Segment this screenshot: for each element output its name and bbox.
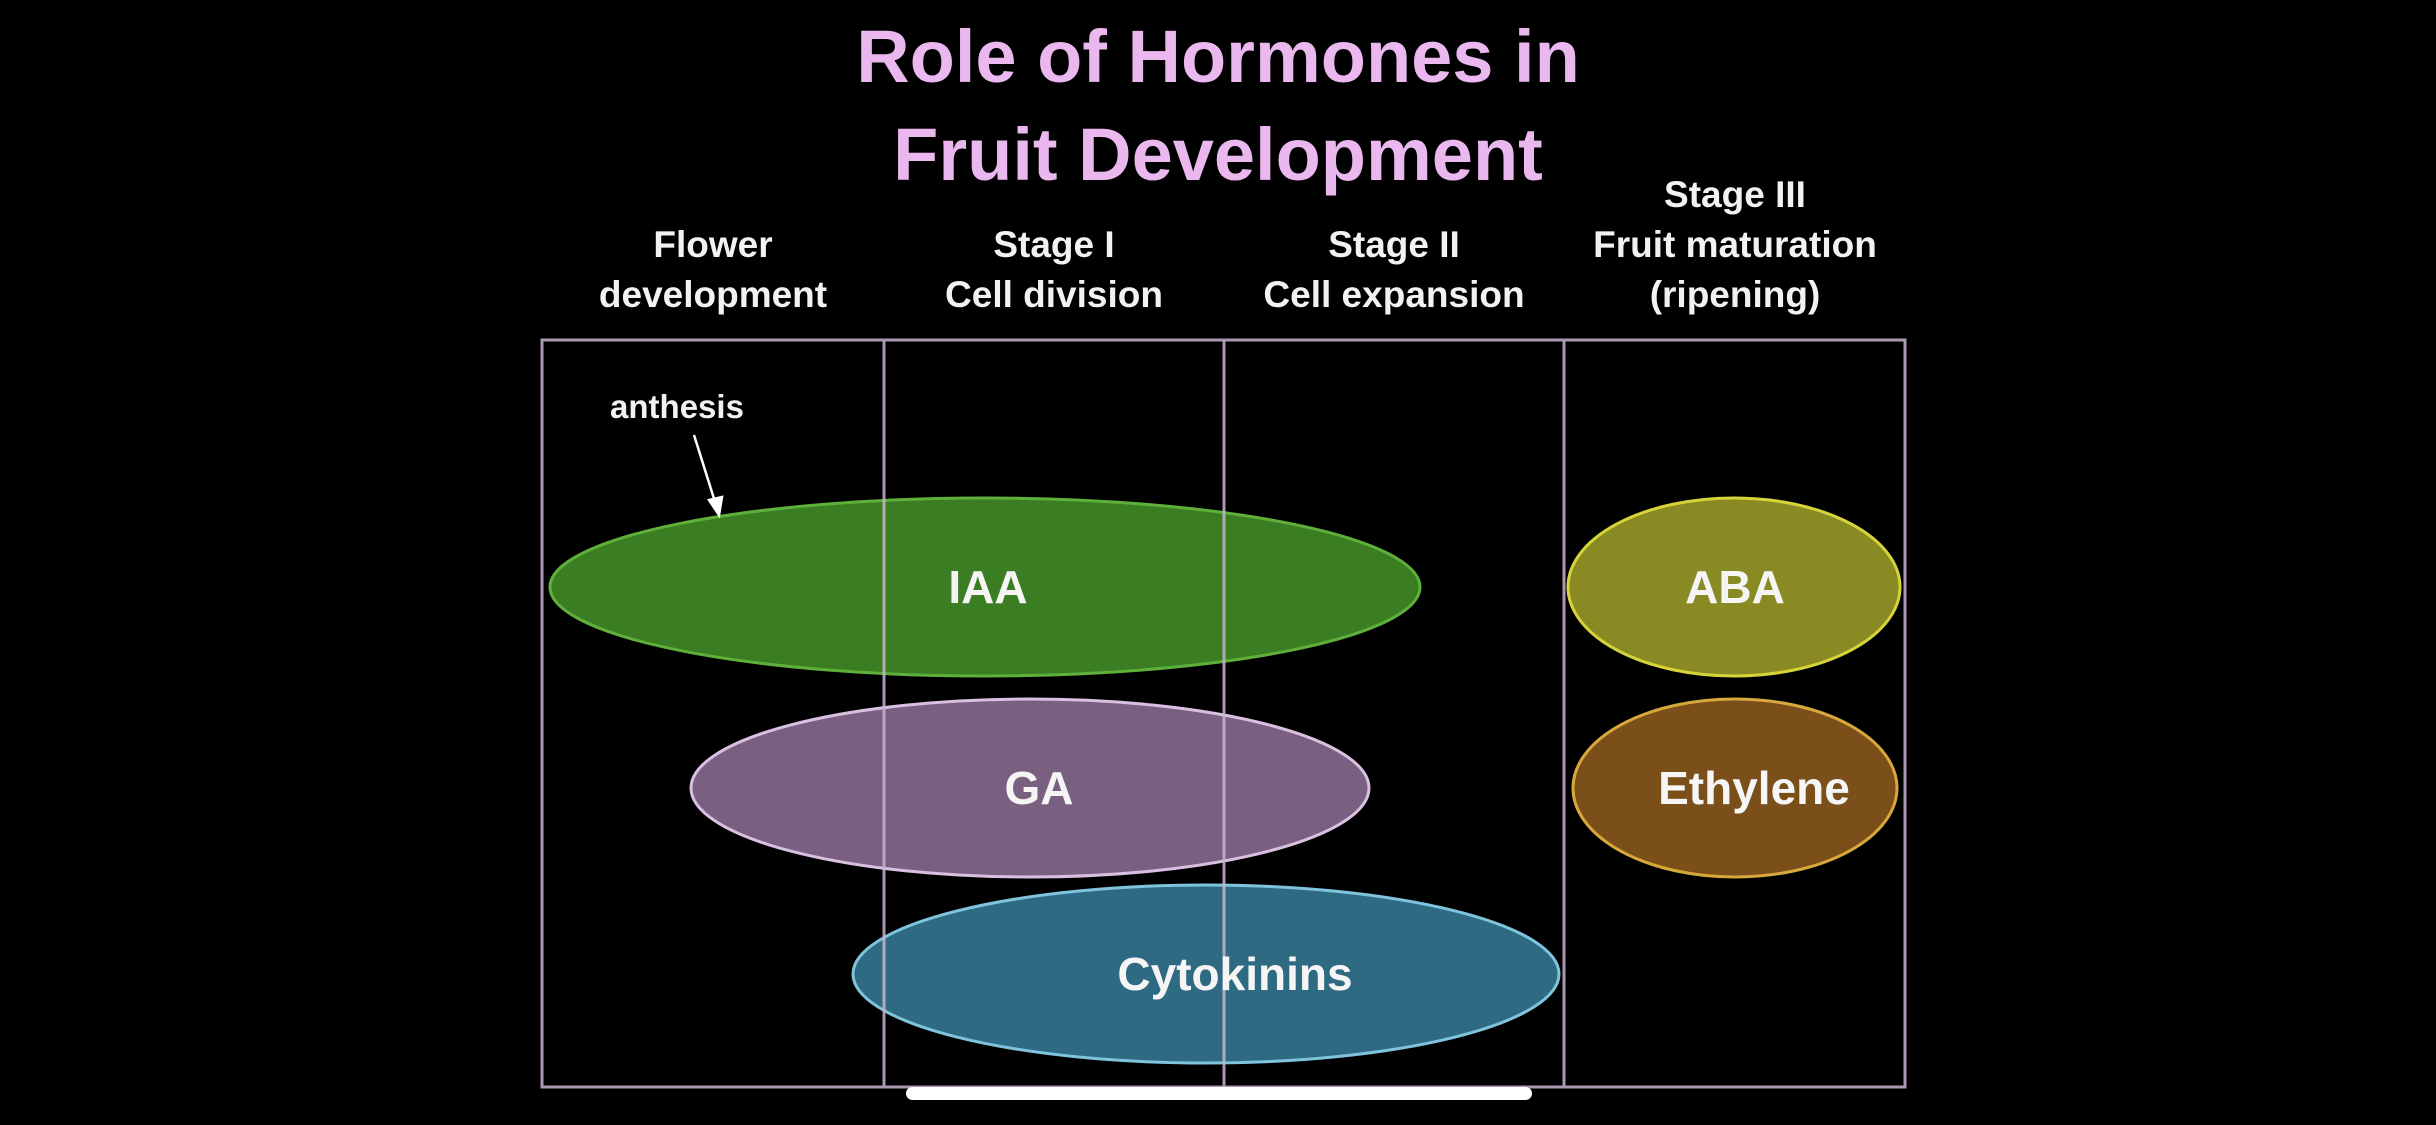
iaa-label: IAA (948, 561, 1027, 613)
cytokinins-label: Cytokinins (1117, 948, 1352, 1000)
header-line: Stage I (993, 224, 1115, 265)
iaa-ellipse (548, 496, 1422, 678)
header-line: Fruit maturation (1593, 224, 1877, 265)
home-indicator[interactable] (906, 1087, 1532, 1100)
anthesis-label: anthesis (610, 388, 744, 425)
ethylene-label: Ethylene (1658, 762, 1850, 814)
stage-header-stage-3: Stage III Fruit maturation (ripening) (1564, 170, 1906, 320)
header-line: Cell expansion (1263, 274, 1525, 315)
header-line: Stage III (1664, 174, 1806, 215)
aba-ellipse (1566, 496, 1902, 678)
cytokinins-ellipse (851, 883, 1561, 1065)
header-line: development (598, 274, 828, 315)
ga-label: GA (1005, 762, 1074, 814)
stage-header-stage-2: Stage II Cell expansion (1224, 220, 1564, 320)
ga-ellipse (689, 697, 1371, 879)
aba-label: ABA (1685, 561, 1785, 613)
title-line-1: Role of Hormones in (856, 15, 1580, 98)
stage-header-stage-1: Stage I Cell division (884, 220, 1224, 320)
header-line: Cell division (945, 274, 1163, 315)
header-line: (ripening) (1649, 274, 1821, 315)
stage-header-flower: Flower development (543, 220, 883, 320)
anthesis-arrow (692, 434, 724, 519)
title-line-2: Fruit Development (893, 113, 1543, 196)
header-line: Stage II (1328, 224, 1460, 265)
ethylene-ellipse (1571, 697, 1899, 879)
header-line: Flower (653, 224, 773, 265)
